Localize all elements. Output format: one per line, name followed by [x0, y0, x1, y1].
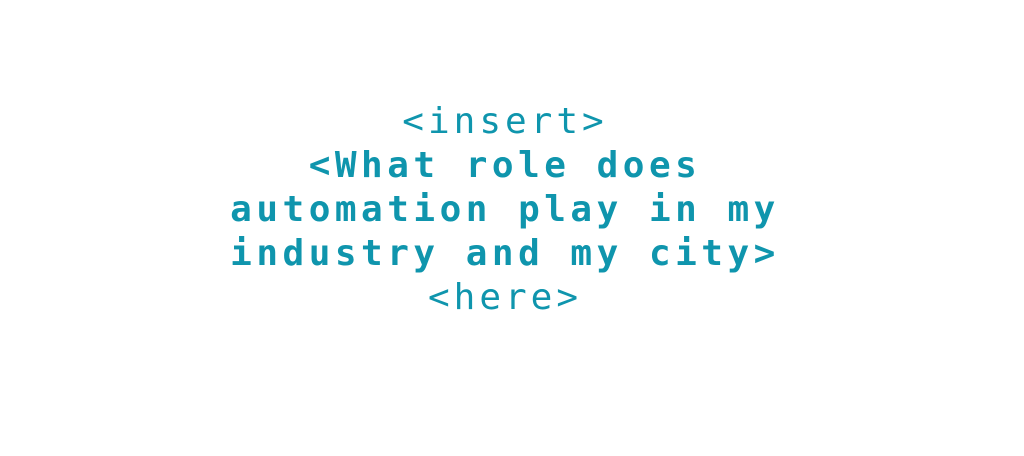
question-line-3: industry and my city> [230, 233, 780, 274]
question-line-1: <What role does [308, 145, 702, 186]
insert-tag: <insert> [402, 101, 608, 142]
question-line-2: automation play in my [230, 189, 780, 230]
here-tag: <here> [427, 277, 583, 318]
text-block: <insert> <What role does automation play… [0, 100, 1010, 320]
